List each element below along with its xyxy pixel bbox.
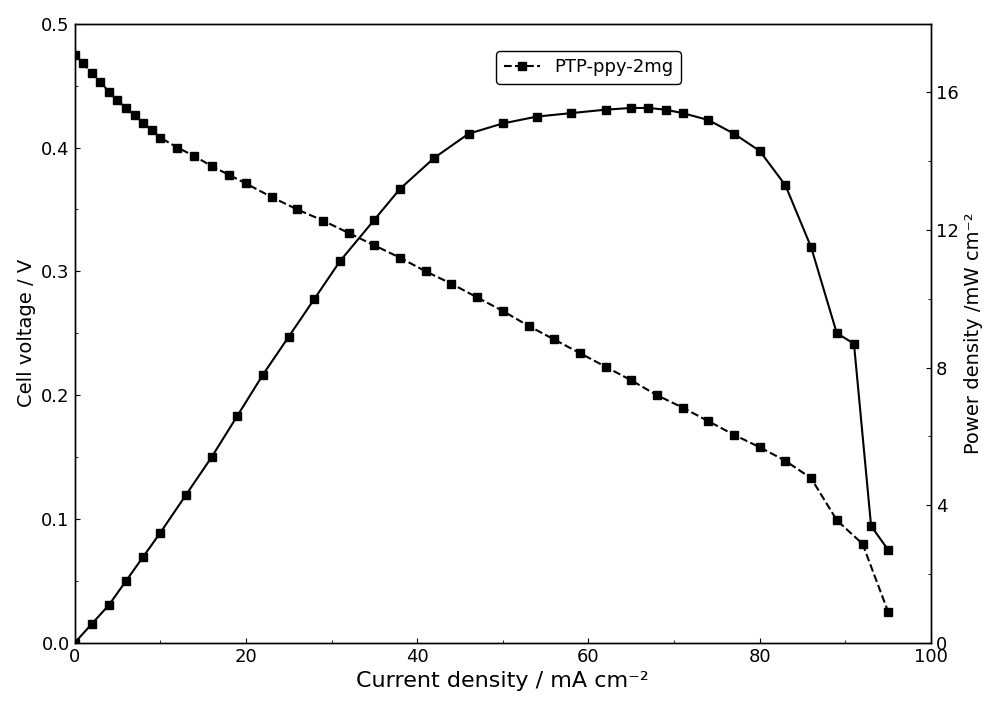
- PTP-ppy-2mg: [317, 217, 329, 225]
- PTP-ppy-2mg: [111, 96, 123, 105]
- Line: PTP-ppy-2mg: PTP-ppy-2mg: [70, 50, 892, 616]
- PTP-ppy-2mg: [103, 88, 115, 96]
- PTP-ppy-2mg: [754, 443, 766, 452]
- PTP-ppy-2mg: [137, 118, 149, 127]
- PTP-ppy-2mg: [779, 457, 791, 465]
- PTP-ppy-2mg: [188, 152, 200, 161]
- Y-axis label: Cell voltage / V: Cell voltage / V: [17, 259, 36, 407]
- PTP-ppy-2mg: [146, 126, 158, 135]
- PTP-ppy-2mg: [625, 376, 637, 384]
- PTP-ppy-2mg: [523, 321, 535, 330]
- Legend: PTP-ppy-2mg: PTP-ppy-2mg: [496, 51, 681, 84]
- PTP-ppy-2mg: [445, 280, 457, 288]
- PTP-ppy-2mg: [600, 362, 612, 371]
- PTP-ppy-2mg: [728, 430, 740, 439]
- PTP-ppy-2mg: [86, 69, 98, 77]
- PTP-ppy-2mg: [266, 193, 278, 201]
- PTP-ppy-2mg: [651, 391, 663, 399]
- PTP-ppy-2mg: [831, 516, 843, 525]
- PTP-ppy-2mg: [497, 307, 509, 315]
- PTP-ppy-2mg: [223, 171, 235, 179]
- PTP-ppy-2mg: [805, 474, 817, 482]
- PTP-ppy-2mg: [343, 229, 355, 237]
- PTP-ppy-2mg: [882, 607, 894, 616]
- PTP-ppy-2mg: [120, 103, 132, 112]
- PTP-ppy-2mg: [574, 349, 586, 358]
- PTP-ppy-2mg: [394, 253, 406, 262]
- PTP-ppy-2mg: [857, 539, 869, 548]
- PTP-ppy-2mg: [677, 404, 689, 412]
- X-axis label: Current density / mA cm⁻²: Current density / mA cm⁻²: [356, 671, 649, 691]
- PTP-ppy-2mg: [240, 179, 252, 188]
- PTP-ppy-2mg: [77, 59, 89, 67]
- PTP-ppy-2mg: [69, 50, 81, 59]
- PTP-ppy-2mg: [129, 111, 141, 120]
- PTP-ppy-2mg: [368, 241, 380, 250]
- PTP-ppy-2mg: [420, 267, 432, 275]
- Y-axis label: Power density /mW cm⁻²: Power density /mW cm⁻²: [964, 212, 983, 454]
- PTP-ppy-2mg: [702, 417, 714, 426]
- PTP-ppy-2mg: [548, 335, 560, 343]
- PTP-ppy-2mg: [94, 78, 106, 86]
- PTP-ppy-2mg: [171, 143, 183, 152]
- PTP-ppy-2mg: [154, 133, 166, 142]
- PTP-ppy-2mg: [206, 162, 218, 171]
- PTP-ppy-2mg: [471, 293, 483, 302]
- PTP-ppy-2mg: [291, 205, 303, 214]
